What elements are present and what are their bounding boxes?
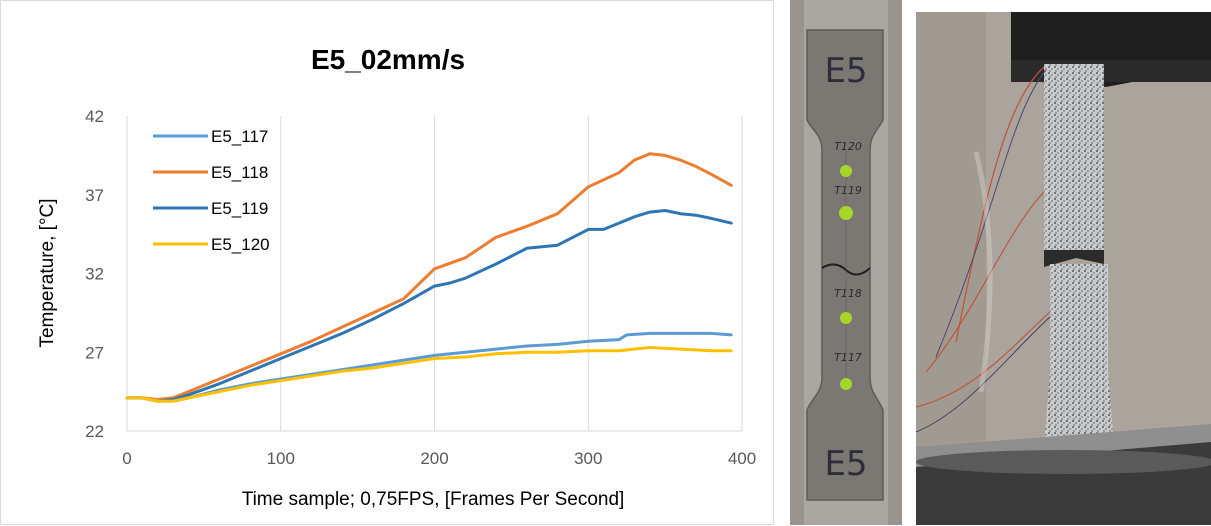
chart-gridlines: [126, 116, 743, 432]
x-tick-label: 300: [574, 449, 602, 468]
specimen-tag: T118: [834, 287, 862, 300]
specimen-bottom-marker: E5: [824, 444, 867, 484]
chart-series: [125, 152, 733, 403]
series-line-e5-119: [125, 209, 733, 403]
legend-label: E5_117: [211, 127, 268, 146]
y-tick-label: 22: [85, 422, 104, 441]
specimen-tag: T119: [834, 184, 862, 197]
y-tick-label: 37: [85, 186, 104, 205]
chart-legend: E5_117 E5_118 E5_119 E5_120: [153, 127, 270, 254]
test-machine-illustration: [916, 12, 1211, 525]
x-tick-label: 400: [728, 449, 756, 468]
y-axis-ticks: 22 27 32 37 42: [85, 107, 104, 441]
specimen-top-marker: E5: [824, 51, 867, 91]
legend-label: E5_118: [211, 163, 268, 182]
chart-panel: 0 100 200 300 400 22 27 32 37 42 E5_117 E5_118 E5_…: [0, 0, 774, 525]
x-tick-label: 200: [420, 449, 448, 468]
x-axis-ticks: 0 100 200 300 400: [122, 449, 756, 468]
x-axis-title: Time sample; 0,75FPS, [Frames Per Second…: [242, 489, 625, 510]
x-tick-label: 100: [267, 449, 295, 468]
x-tick-label: 0: [122, 449, 131, 468]
series-line-e5-118: [125, 152, 733, 401]
test-machine-photo: [916, 12, 1211, 525]
specimen-tag: T120: [834, 140, 862, 153]
specimen-photo: E5 E5 T120 T119 T118 T117: [790, 0, 902, 525]
specimen-tag: T117: [834, 351, 862, 364]
legend-label: E5_120: [211, 235, 270, 254]
legend-label: E5_119: [211, 199, 268, 218]
y-tick-label: 27: [85, 343, 104, 362]
y-axis-title: Temperature, [°C]: [37, 198, 58, 347]
specimen-illustration: E5 E5 T120 T119 T118 T117: [790, 0, 902, 525]
y-tick-label: 32: [85, 265, 104, 284]
series-line-e5-120: [125, 346, 733, 403]
y-tick-label: 42: [85, 107, 104, 126]
chart-title: E5_02mm/s: [311, 44, 465, 75]
